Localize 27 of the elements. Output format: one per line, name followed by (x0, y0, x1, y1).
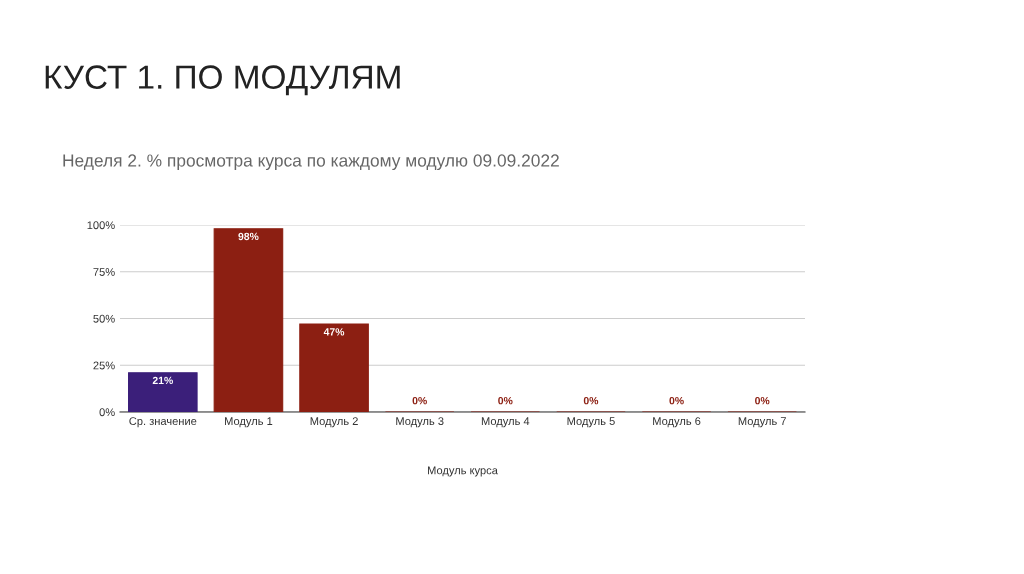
x-tick-label: Модуль 4 (481, 417, 530, 428)
y-tick-label: 25% (93, 361, 115, 370)
data-label: 98% (238, 232, 259, 241)
x-tick-label: Модуль 5 (567, 417, 615, 428)
bar (128, 372, 198, 412)
data-label: 0% (669, 396, 684, 405)
data-label: 21% (152, 376, 173, 385)
data-label: 0% (412, 396, 427, 405)
y-tick-label: 50% (93, 314, 115, 323)
x-tick-label: Модуль 2 (310, 417, 358, 428)
data-label: 47% (323, 328, 345, 336)
x-tick-label: Модуль 1 (225, 417, 273, 428)
data-label: 0% (498, 396, 513, 405)
chart-title: КУСТ 1. ПО МОДУЛЯМ (45, 65, 400, 96)
y-tick-label: 75% (93, 268, 115, 276)
bar (213, 228, 284, 412)
x-tick-label: Модуль 7 (738, 417, 786, 428)
bar (299, 323, 369, 412)
data-label: 0% (755, 396, 770, 405)
x-tick-label: Модуль 3 (396, 417, 444, 428)
x-axis-title: Модуль курса (428, 466, 498, 477)
y-tick-label: 100% (87, 221, 115, 230)
y-tick-label: 0% (99, 408, 115, 417)
x-tick-label: Ср. значение (129, 417, 197, 428)
data-label: 0% (583, 396, 599, 405)
x-tick-label: Модуль 6 (653, 417, 701, 428)
chart-subtitle: Неделя 2. % просмотра курса по каждому модулю 09.09.2022 (63, 154, 559, 171)
